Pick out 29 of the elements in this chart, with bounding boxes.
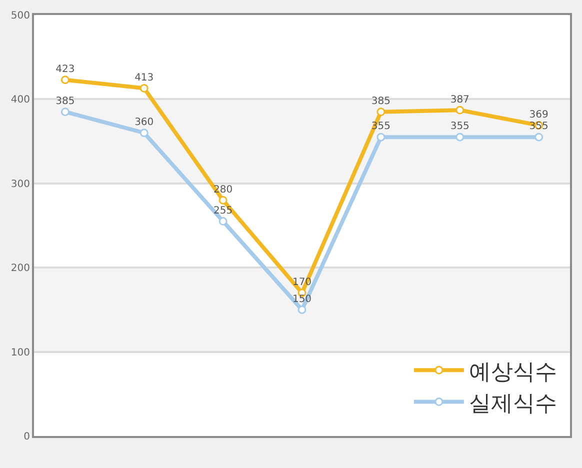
data-label: 423	[56, 64, 75, 75]
data-label: 385	[56, 96, 75, 107]
point	[456, 106, 464, 114]
point	[218, 196, 228, 204]
y-tick-label: 100	[10, 347, 30, 358]
legend-label: 예상식수	[468, 360, 557, 385]
data-label: 355	[450, 121, 470, 132]
data-label: 360	[134, 117, 154, 128]
point	[534, 132, 544, 142]
point	[60, 108, 70, 116]
point	[298, 305, 306, 314]
y-tick-label: 300	[10, 178, 30, 190]
data-label: 385	[371, 96, 390, 107]
point	[456, 132, 464, 142]
point	[60, 76, 70, 84]
point	[376, 132, 386, 142]
data-label: 387	[450, 94, 470, 106]
point	[218, 217, 228, 226]
legend-label: 실제식수	[468, 391, 557, 416]
y-tick-label: 400	[10, 94, 30, 106]
y-tick-label: 500	[10, 10, 30, 22]
point	[376, 108, 386, 116]
y-tick-label: 200	[10, 263, 30, 274]
point	[140, 84, 148, 92]
data-label: 150	[292, 294, 312, 305]
data-label: 369	[529, 109, 548, 120]
data-label: 413	[134, 72, 154, 84]
y-tick-label: 0	[24, 432, 30, 442]
point	[140, 128, 148, 138]
